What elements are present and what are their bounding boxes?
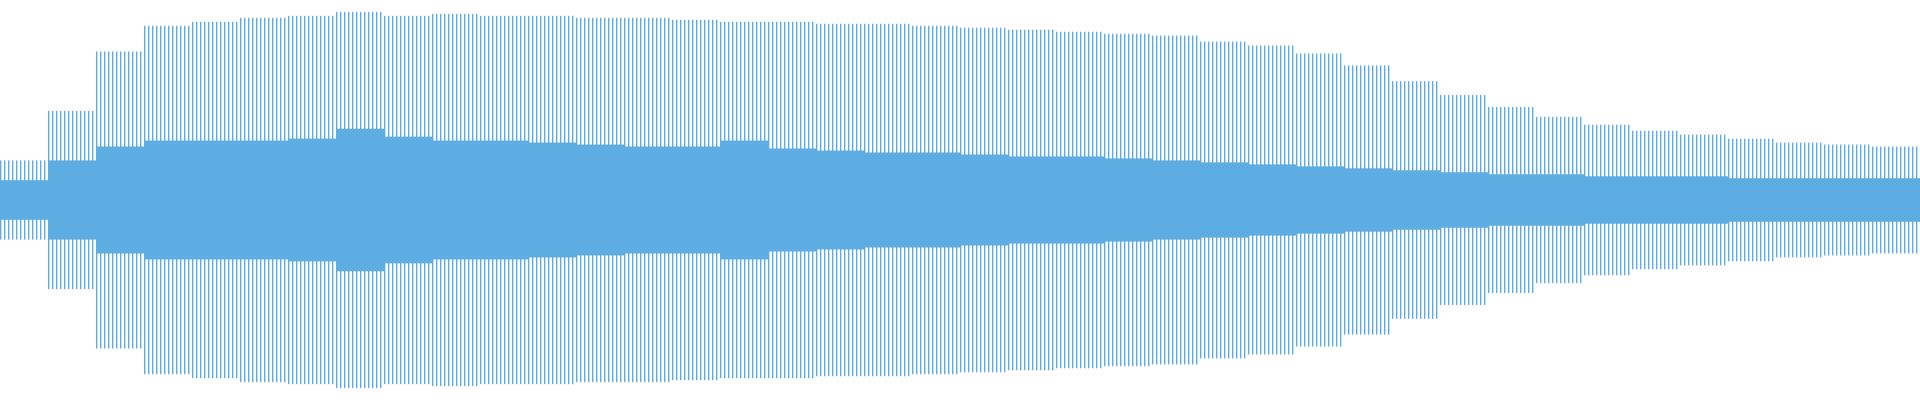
wave-inner <box>384 136 433 264</box>
wave-inner <box>1008 156 1057 244</box>
wave-inner <box>144 140 193 260</box>
wave-inner <box>1584 176 1633 224</box>
wave-inner <box>576 144 625 256</box>
wave-inner <box>1680 176 1729 224</box>
wave-inner <box>336 128 385 272</box>
wave-inner <box>624 146 673 254</box>
wave-inner <box>1824 178 1873 222</box>
wave-inner <box>48 160 97 240</box>
wave-inner <box>1344 168 1393 232</box>
wave-inner <box>1200 162 1249 238</box>
wave-inner <box>432 140 481 260</box>
wave-inner <box>1392 170 1441 230</box>
wave-inner <box>1776 178 1825 222</box>
wave-inner <box>1152 160 1201 240</box>
wave-inner <box>1104 158 1153 242</box>
wave-inner <box>768 148 817 252</box>
wave-inner <box>912 152 961 248</box>
wave-inner <box>1056 156 1105 244</box>
wave-inner <box>960 154 1009 246</box>
wave-inner <box>240 140 289 260</box>
wave-inner <box>864 152 913 248</box>
wave-inner <box>480 140 529 260</box>
wave-inner <box>288 138 337 262</box>
wave-inner <box>0 180 49 220</box>
wave-inner <box>528 142 577 258</box>
wave-inner <box>672 146 721 254</box>
wave-inner <box>1632 176 1681 224</box>
wave-inner <box>1296 166 1345 234</box>
wave-inner <box>1536 174 1585 226</box>
wave-inner <box>720 140 769 260</box>
wave-inner <box>192 140 241 260</box>
wave-inner <box>1728 178 1777 222</box>
wave-inner <box>1248 164 1297 236</box>
wave-inner <box>1488 174 1537 226</box>
wave-inner <box>1440 172 1489 228</box>
wave-inner <box>816 150 865 250</box>
wave-inner <box>1872 178 1920 222</box>
wave-inner <box>96 146 145 254</box>
